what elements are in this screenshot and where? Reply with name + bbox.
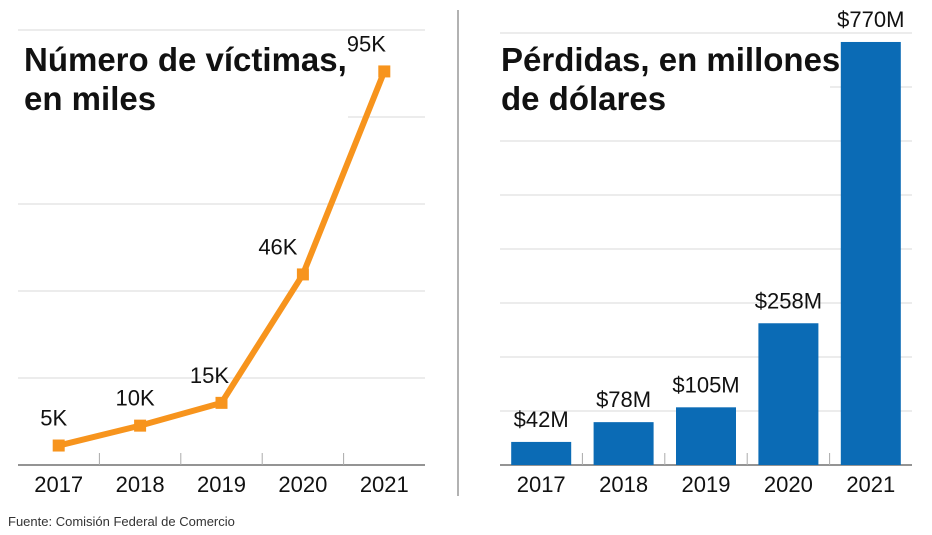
victims-point (296, 268, 309, 281)
losses-bar (758, 323, 819, 465)
victims-point (378, 65, 391, 78)
victims-data-label: 95K (347, 31, 386, 56)
losses-data-labels: $42M $78M $105M $258M $770M (514, 7, 905, 432)
victims-x-tick-label: 2018 (116, 472, 165, 497)
victims-x-tick-label: 2021 (360, 472, 409, 497)
source-note: Fuente: Comisión Federal de Comercio (8, 514, 235, 529)
victims-x-tick-label: 2019 (197, 472, 246, 497)
victims-line-series (52, 65, 391, 452)
losses-x-tick-label: 2018 (599, 472, 648, 497)
losses-x-tick-label: 2017 (517, 472, 566, 497)
victims-data-label: 46K (258, 234, 297, 259)
victims-point (134, 419, 147, 432)
losses-x-tick-label: 2019 (682, 472, 731, 497)
losses-title-line-2: de dólares (501, 80, 666, 117)
victims-chart: 2017 2018 2019 2020 2021 5K 10K 15K 46K 95K Núme… (18, 29, 425, 497)
losses-x-tick-label: 2021 (846, 472, 895, 497)
victims-data-label: 15K (190, 363, 229, 388)
losses-data-label: $105M (672, 372, 739, 397)
victims-x-ticks: 2017 2018 2019 2020 2021 (34, 453, 409, 497)
losses-data-label: $770M (837, 7, 904, 32)
victims-data-labels: 5K 10K 15K 46K 95K (40, 31, 386, 430)
losses-bar (840, 41, 901, 465)
losses-bar (511, 441, 572, 465)
losses-data-label: $42M (514, 407, 569, 432)
victims-title-line-1: Número de víctimas, (24, 41, 347, 78)
victims-point (52, 439, 65, 452)
victims-line (57, 70, 388, 449)
losses-x-tick-label: 2020 (764, 472, 813, 497)
victims-x-tick-label: 2017 (34, 472, 83, 497)
losses-bar-series (511, 41, 901, 465)
victims-title-backdrop (18, 36, 348, 118)
losses-chart: 2017 2018 2019 2020 2021 $42M$78M$105M$258M$… (496, 7, 912, 497)
losses-title-backdrop (496, 36, 830, 118)
losses-x-ticks: 2017 2018 2019 2020 2021 (517, 453, 895, 497)
losses-data-label: $78M (596, 387, 651, 412)
victims-title-line-2: en miles (24, 80, 156, 117)
losses-data-label: $258M (755, 288, 822, 313)
losses-bar (593, 422, 654, 465)
victims-point (215, 396, 228, 409)
victims-data-label: 10K (116, 386, 155, 411)
victims-x-tick-label: 2020 (278, 472, 327, 497)
victims-data-label: 5K (40, 406, 67, 431)
losses-bar (676, 407, 736, 465)
losses-title-line-1: Pérdidas, en millones (501, 41, 840, 78)
